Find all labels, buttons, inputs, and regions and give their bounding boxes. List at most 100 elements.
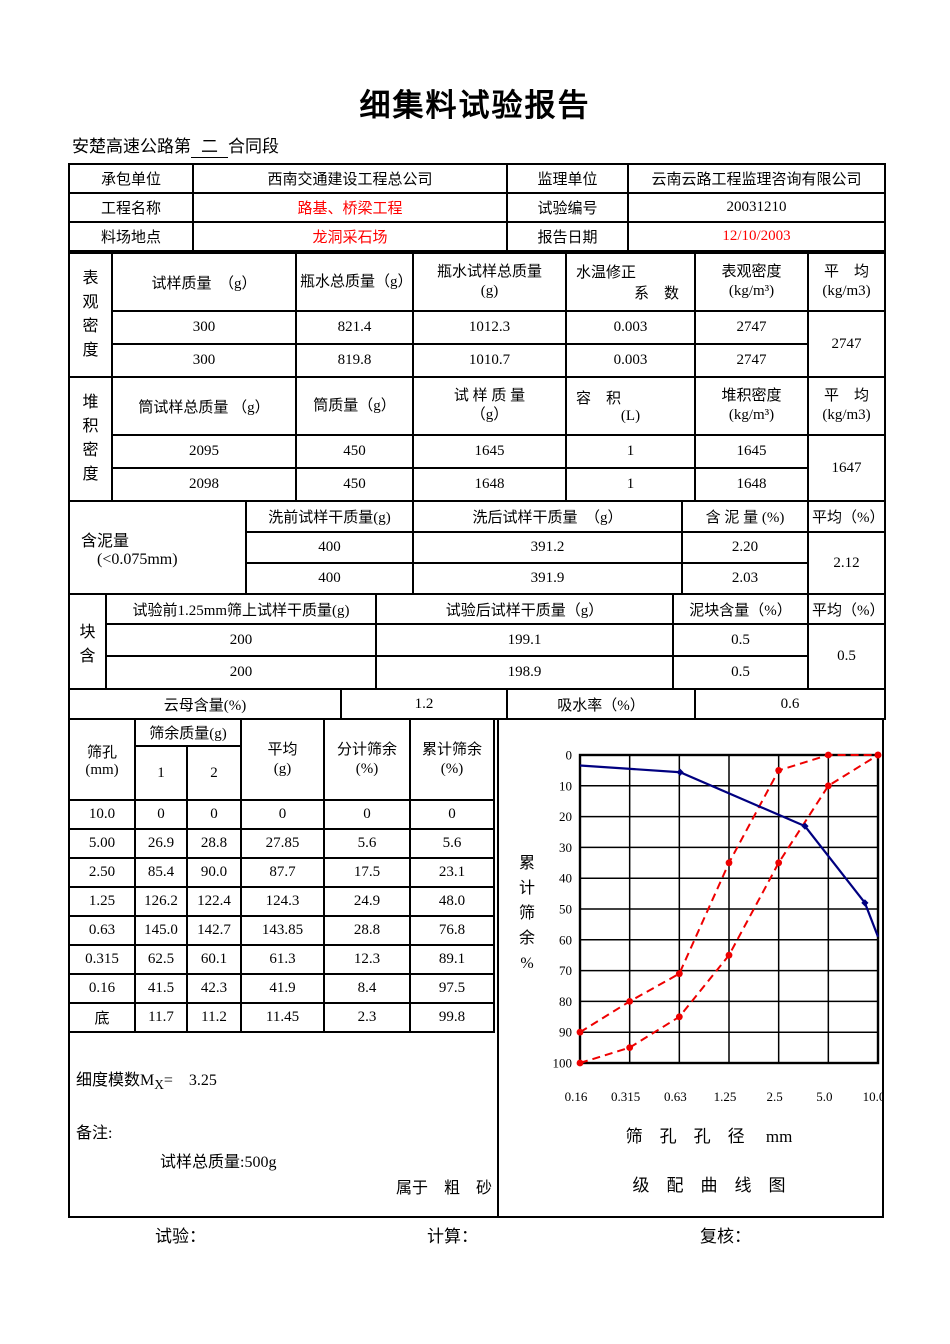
fineness-modulus: 细度模数MX= 3.25 (76, 1072, 217, 1093)
sieve-avg-header: 平均 (g) (240, 718, 325, 801)
contractor-label: 承包单位 (68, 163, 194, 194)
column-header: 平 均 (kg/m3) (807, 252, 886, 312)
sand-classification: 属于 粗 砂 (395, 1180, 492, 1197)
table-row: 0.315 62.5 60.1 61.3 12.3 89.1 (68, 944, 495, 975)
date-value: 12/10/2003 (627, 221, 886, 252)
test-no-value: 20031210 (627, 192, 886, 223)
value-cell: 391.9 (412, 562, 683, 595)
value-cell: 1648 (412, 467, 567, 502)
value-cell: 450 (295, 467, 414, 502)
svg-text:0.315: 0.315 (611, 1089, 640, 1104)
table-row: 1.25 126.2 122.4 124.3 24.9 48.0 (68, 886, 495, 917)
column-header: 平均（%） (807, 593, 886, 625)
table-row: 0.16 41.5 42.3 41.9 8.4 97.5 (68, 973, 495, 1004)
test-no-label: 试验编号 (506, 192, 629, 223)
value-cell: 2.20 (681, 531, 809, 564)
absorption-label: 吸水率（%） (506, 688, 696, 720)
mica-value: 1.2 (340, 688, 508, 720)
column-header: 容 积 (L) (565, 376, 696, 436)
table-row: 2.50 85.4 90.0 87.7 17.5 23.1 (68, 857, 495, 888)
supervisor-label: 监理单位 (506, 163, 629, 194)
value-cell: 300 (111, 310, 297, 345)
project-value: 路基、桥梁工程 (192, 192, 508, 223)
svg-text:70: 70 (559, 963, 572, 978)
table-row: 5.00 26.9 28.8 27.85 5.6 5.6 (68, 828, 495, 859)
column-header: 试验后试样干质量（g） (375, 593, 674, 625)
value-cell: 0.003 (565, 343, 696, 378)
svg-text:筛 孔 孔 径 mm: 筛 孔 孔 径 mm (626, 1127, 793, 1146)
svg-text:0: 0 (566, 748, 573, 763)
svg-text:1.25: 1.25 (714, 1089, 737, 1104)
svg-text:0.63: 0.63 (664, 1089, 687, 1104)
column-header: 堆积密度 (kg/m³) (694, 376, 809, 436)
value-cell: 391.2 (412, 531, 683, 564)
value-cell: 2098 (111, 467, 297, 502)
value-cell: 400 (245, 562, 414, 595)
site-label: 料场地点 (68, 221, 194, 252)
project-label: 工程名称 (68, 192, 194, 223)
svg-text:90: 90 (559, 1025, 572, 1040)
svg-text:60: 60 (559, 932, 572, 947)
value-cell: 198.9 (375, 655, 674, 690)
column-header: 泥块含量（%） (672, 593, 809, 625)
fineness-modulus-value: 3.25 (188, 1072, 217, 1089)
value-cell: 1012.3 (412, 310, 567, 345)
mud-content-table: 含泥量 (<0.075mm) 洗前试样干质量(g) 洗后试样干质量 （g） 含 … (68, 500, 886, 595)
table-row: 底 11.7 11.2 11.45 2.3 99.8 (68, 1002, 495, 1033)
value-cell: 1648 (694, 467, 809, 502)
average-cell: 2.12 (807, 531, 886, 595)
gradation-chart: 0 10 20 30 40 50 60 70 80 90 100 0.16 0.315 0.63 1.25 2… (519, 748, 884, 1196)
column-header: 水温修正 系 数 (565, 252, 696, 312)
value-cell: 2747 (694, 343, 809, 378)
remark-label: 备注: (76, 1125, 113, 1142)
column-header: 平均（%） (807, 500, 886, 533)
supervisor-value: 云南云路工程监理咨询有限公司 (627, 163, 886, 194)
mud-content-section-label: 含泥量 (<0.075mm) (68, 500, 247, 595)
table-row: 10.0 0 0 0 0 0 (68, 799, 495, 830)
value-cell: 2747 (694, 310, 809, 345)
column-header: 平 均 (kg/m3) (807, 376, 886, 436)
sieve-hole-header: 筛孔 (mm) (68, 718, 136, 801)
value-cell: 0.5 (672, 623, 809, 657)
svg-text:5.0: 5.0 (816, 1089, 832, 1104)
section-divider (497, 720, 499, 1216)
svg-text:20: 20 (559, 809, 572, 824)
average-cell: 1647 (807, 434, 886, 502)
apparent-density-section-label: 表观密度 (68, 252, 113, 378)
mica-absorption-table: 云母含量(%) 1.2 吸水率（%） 0.6 (68, 688, 886, 720)
contractor-value: 西南交通建设工程总公司 (192, 163, 508, 194)
column-header: 瓶水试样总质量 (g) (412, 252, 567, 312)
mica-label: 云母含量(%) (68, 688, 342, 720)
signature-calc-label: 计算： (427, 1227, 478, 1246)
column-header: 筒质量（g） (295, 376, 414, 436)
column-header: 试 样 质 量 （g） (412, 376, 567, 436)
value-cell: 819.8 (295, 343, 414, 378)
bulk-density-section-label: 堆积密度 (68, 376, 113, 502)
value-cell: 450 (295, 434, 414, 469)
average-cell: 0.5 (807, 623, 886, 690)
svg-text:0.16: 0.16 (565, 1089, 588, 1104)
column-header: 筒试样总质量 （g） (111, 376, 297, 436)
value-cell: 2.03 (681, 562, 809, 595)
column-header: 试验前1.25mm筛上试样干质量(g) (105, 593, 377, 625)
value-cell: 400 (245, 531, 414, 564)
svg-text:累计筛余%: 累计筛余% (519, 855, 535, 972)
svg-text:10.0: 10.0 (863, 1089, 884, 1104)
column-header: 含 泥 量 (%) (681, 500, 809, 533)
apparent-density-table: 表观密度 试样质量 （g） 瓶水总质量（g） 瓶水试样总质量 (g) 水温修正 … (68, 252, 886, 378)
sieve-mass-header: 筛余质量(g) (134, 718, 242, 747)
column-header: 洗前试样干质量(g) (245, 500, 414, 533)
svg-text:80: 80 (559, 994, 572, 1009)
svg-text:10: 10 (559, 778, 572, 793)
column-header: 瓶水总质量（g） (295, 252, 414, 312)
date-label: 报告日期 (506, 221, 629, 252)
value-cell: 1010.7 (412, 343, 567, 378)
value-cell: 1645 (412, 434, 567, 469)
svg-text:50: 50 (559, 902, 572, 917)
svg-text:30: 30 (559, 840, 572, 855)
sample-total-mass: 试样总质量:500g (160, 1154, 277, 1171)
sieve-col1-header: 1 (134, 745, 188, 801)
value-cell: 200 (105, 623, 377, 657)
subtitle-prefix: 安楚高速公路第 (72, 137, 191, 156)
